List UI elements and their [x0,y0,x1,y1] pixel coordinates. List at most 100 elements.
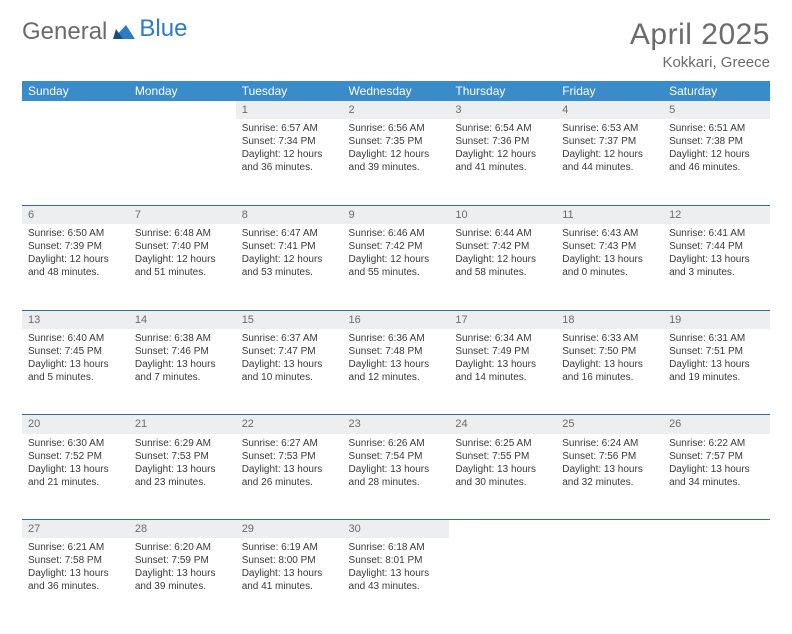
sunset-text: Sunset: 8:00 PM [242,554,337,567]
sunrise-text: Sunrise: 6:43 AM [562,227,657,240]
daylight-text: Daylight: 13 hours [242,567,337,580]
daylight-text: and 51 minutes. [135,266,230,279]
daylight-text: Daylight: 13 hours [28,567,123,580]
day-number-cell: 11 [556,205,663,224]
sunset-text: Sunset: 7:59 PM [135,554,230,567]
day-number-cell: 18 [556,310,663,329]
daylight-text: Daylight: 13 hours [562,253,657,266]
sunset-text: Sunset: 7:52 PM [28,450,123,463]
day-cell: Sunrise: 6:27 AMSunset: 7:53 PMDaylight:… [236,434,343,520]
daylight-text: and 14 minutes. [455,371,550,384]
daylight-text: Daylight: 12 hours [242,253,337,266]
day-cell: Sunrise: 6:24 AMSunset: 7:56 PMDaylight:… [556,434,663,520]
daylight-text: and 3 minutes. [669,266,764,279]
day-cell: Sunrise: 6:38 AMSunset: 7:46 PMDaylight:… [129,329,236,415]
daylight-text: Daylight: 13 hours [562,358,657,371]
daylight-text: and 36 minutes. [28,580,123,593]
sunrise-text: Sunrise: 6:53 AM [562,122,657,135]
day-number-cell: 2 [343,101,450,119]
sunset-text: Sunset: 7:40 PM [135,240,230,253]
sunset-text: Sunset: 7:53 PM [242,450,337,463]
week-row: Sunrise: 6:50 AMSunset: 7:39 PM Daylight:… [22,224,770,310]
day-number-cell [129,101,236,119]
sunset-text: Sunset: 7:56 PM [562,450,657,463]
sunrise-text: Sunrise: 6:57 AM [242,122,337,135]
daylight-text: Daylight: 12 hours [455,148,550,161]
sunset-text: Sunset: 7:42 PM [349,240,444,253]
daylight-text: and 46 minutes. [669,161,764,174]
day-number-row: 27282930 [22,520,770,539]
daylight-text: Daylight: 13 hours [669,463,764,476]
daylight-text: Daylight: 13 hours [28,463,123,476]
month-title: April 2025 [630,18,770,52]
sunset-text: Sunset: 7:39 PM [28,240,123,253]
day-number-cell: 4 [556,101,663,119]
daylight-text: Daylight: 12 hours [135,253,230,266]
sunset-text: Sunset: 7:38 PM [669,135,764,148]
sunrise-text: Sunrise: 6:29 AM [135,437,230,450]
location: Kokkari, Greece [630,54,770,71]
day-number-cell: 20 [22,415,129,434]
day-number-cell [556,520,663,539]
day-number-cell: 6 [22,205,129,224]
daylight-text: and 58 minutes. [455,266,550,279]
day-cell: Sunrise: 6:47 AMSunset: 7:41 PMDaylight:… [236,224,343,310]
day-cell: Sunrise: 6:25 AMSunset: 7:55 PMDaylight:… [449,434,556,520]
daylight-text: Daylight: 13 hours [562,463,657,476]
day-number-cell: 3 [449,101,556,119]
day-cell: Sunrise: 6:53 AMSunset: 7:37 PMDaylight:… [556,119,663,205]
sunrise-text: Sunrise: 6:50 AM [28,227,123,240]
sunset-text: Sunset: 7:57 PM [669,450,764,463]
sunset-text: Sunset: 7:44 PM [669,240,764,253]
daylight-text: and 41 minutes. [455,161,550,174]
sunset-text: Sunset: 7:36 PM [455,135,550,148]
sunset-text: Sunset: 7:42 PM [455,240,550,253]
daylight-text: Daylight: 13 hours [28,358,123,371]
day-cell: Sunrise: 6:34 AMSunset: 7:49 PMDaylight:… [449,329,556,415]
sunrise-text: Sunrise: 6:48 AM [135,227,230,240]
day-number-cell: 14 [129,310,236,329]
day-number-cell: 21 [129,415,236,434]
daylight-text: Daylight: 12 hours [242,148,337,161]
day-header: Sunday [22,81,129,101]
sunset-text: Sunset: 7:35 PM [349,135,444,148]
daylight-text: and 32 minutes. [562,476,657,489]
sunrise-text: Sunrise: 6:25 AM [455,437,550,450]
day-cell: Sunrise: 6:41 AMSunset: 7:44 PMDaylight:… [663,224,770,310]
day-cell: Sunrise: 6:43 AMSunset: 7:43 PMDaylight:… [556,224,663,310]
day-cell: Sunrise: 6:36 AMSunset: 7:48 PMDaylight:… [343,329,450,415]
day-number-cell: 24 [449,415,556,434]
sunset-text: Sunset: 7:37 PM [562,135,657,148]
daylight-text: Daylight: 12 hours [455,253,550,266]
week-row: Sunrise: 6:40 AMSunset: 7:45 PMDaylight:… [22,329,770,415]
sunrise-text: Sunrise: 6:22 AM [669,437,764,450]
day-number-row: 6789101112 [22,205,770,224]
sunset-text: Sunset: 7:41 PM [242,240,337,253]
day-number-cell: 13 [22,310,129,329]
day-cell: Sunrise: 6:44 AMSunset: 7:42 PMDaylight:… [449,224,556,310]
sunrise-text: Sunrise: 6:30 AM [28,437,123,450]
sunrise-text: Sunrise: 6:40 AM [28,332,123,345]
sunrise-text: Sunrise: 6:47 AM [242,227,337,240]
sunrise-text: Sunrise: 6:38 AM [135,332,230,345]
sunrise-text: Sunrise: 6:44 AM [455,227,550,240]
daylight-text: Daylight: 13 hours [135,567,230,580]
day-cell: Sunrise: 6:33 AMSunset: 7:50 PMDaylight:… [556,329,663,415]
logo: General Blue [22,18,187,46]
day-number-cell: 10 [449,205,556,224]
daylight-text: and 7 minutes. [135,371,230,384]
daylight-text: and 48 minutes. [28,266,123,279]
day-number-row: 13141516171819 [22,310,770,329]
day-cell: Sunrise: 6:30 AMSunset: 7:52 PMDaylight:… [22,434,129,520]
daylight-text: and 53 minutes. [242,266,337,279]
day-number-cell: 12 [663,205,770,224]
daylight-text: Daylight: 13 hours [669,253,764,266]
day-number-row: 12345 [22,101,770,119]
daylight-text: and 34 minutes. [669,476,764,489]
day-number-cell: 7 [129,205,236,224]
day-number-cell: 8 [236,205,343,224]
daylight-text: and 43 minutes. [349,580,444,593]
day-cell: Sunrise: 6:22 AMSunset: 7:57 PMDaylight:… [663,434,770,520]
sunset-text: Sunset: 7:50 PM [562,345,657,358]
day-number-cell: 9 [343,205,450,224]
